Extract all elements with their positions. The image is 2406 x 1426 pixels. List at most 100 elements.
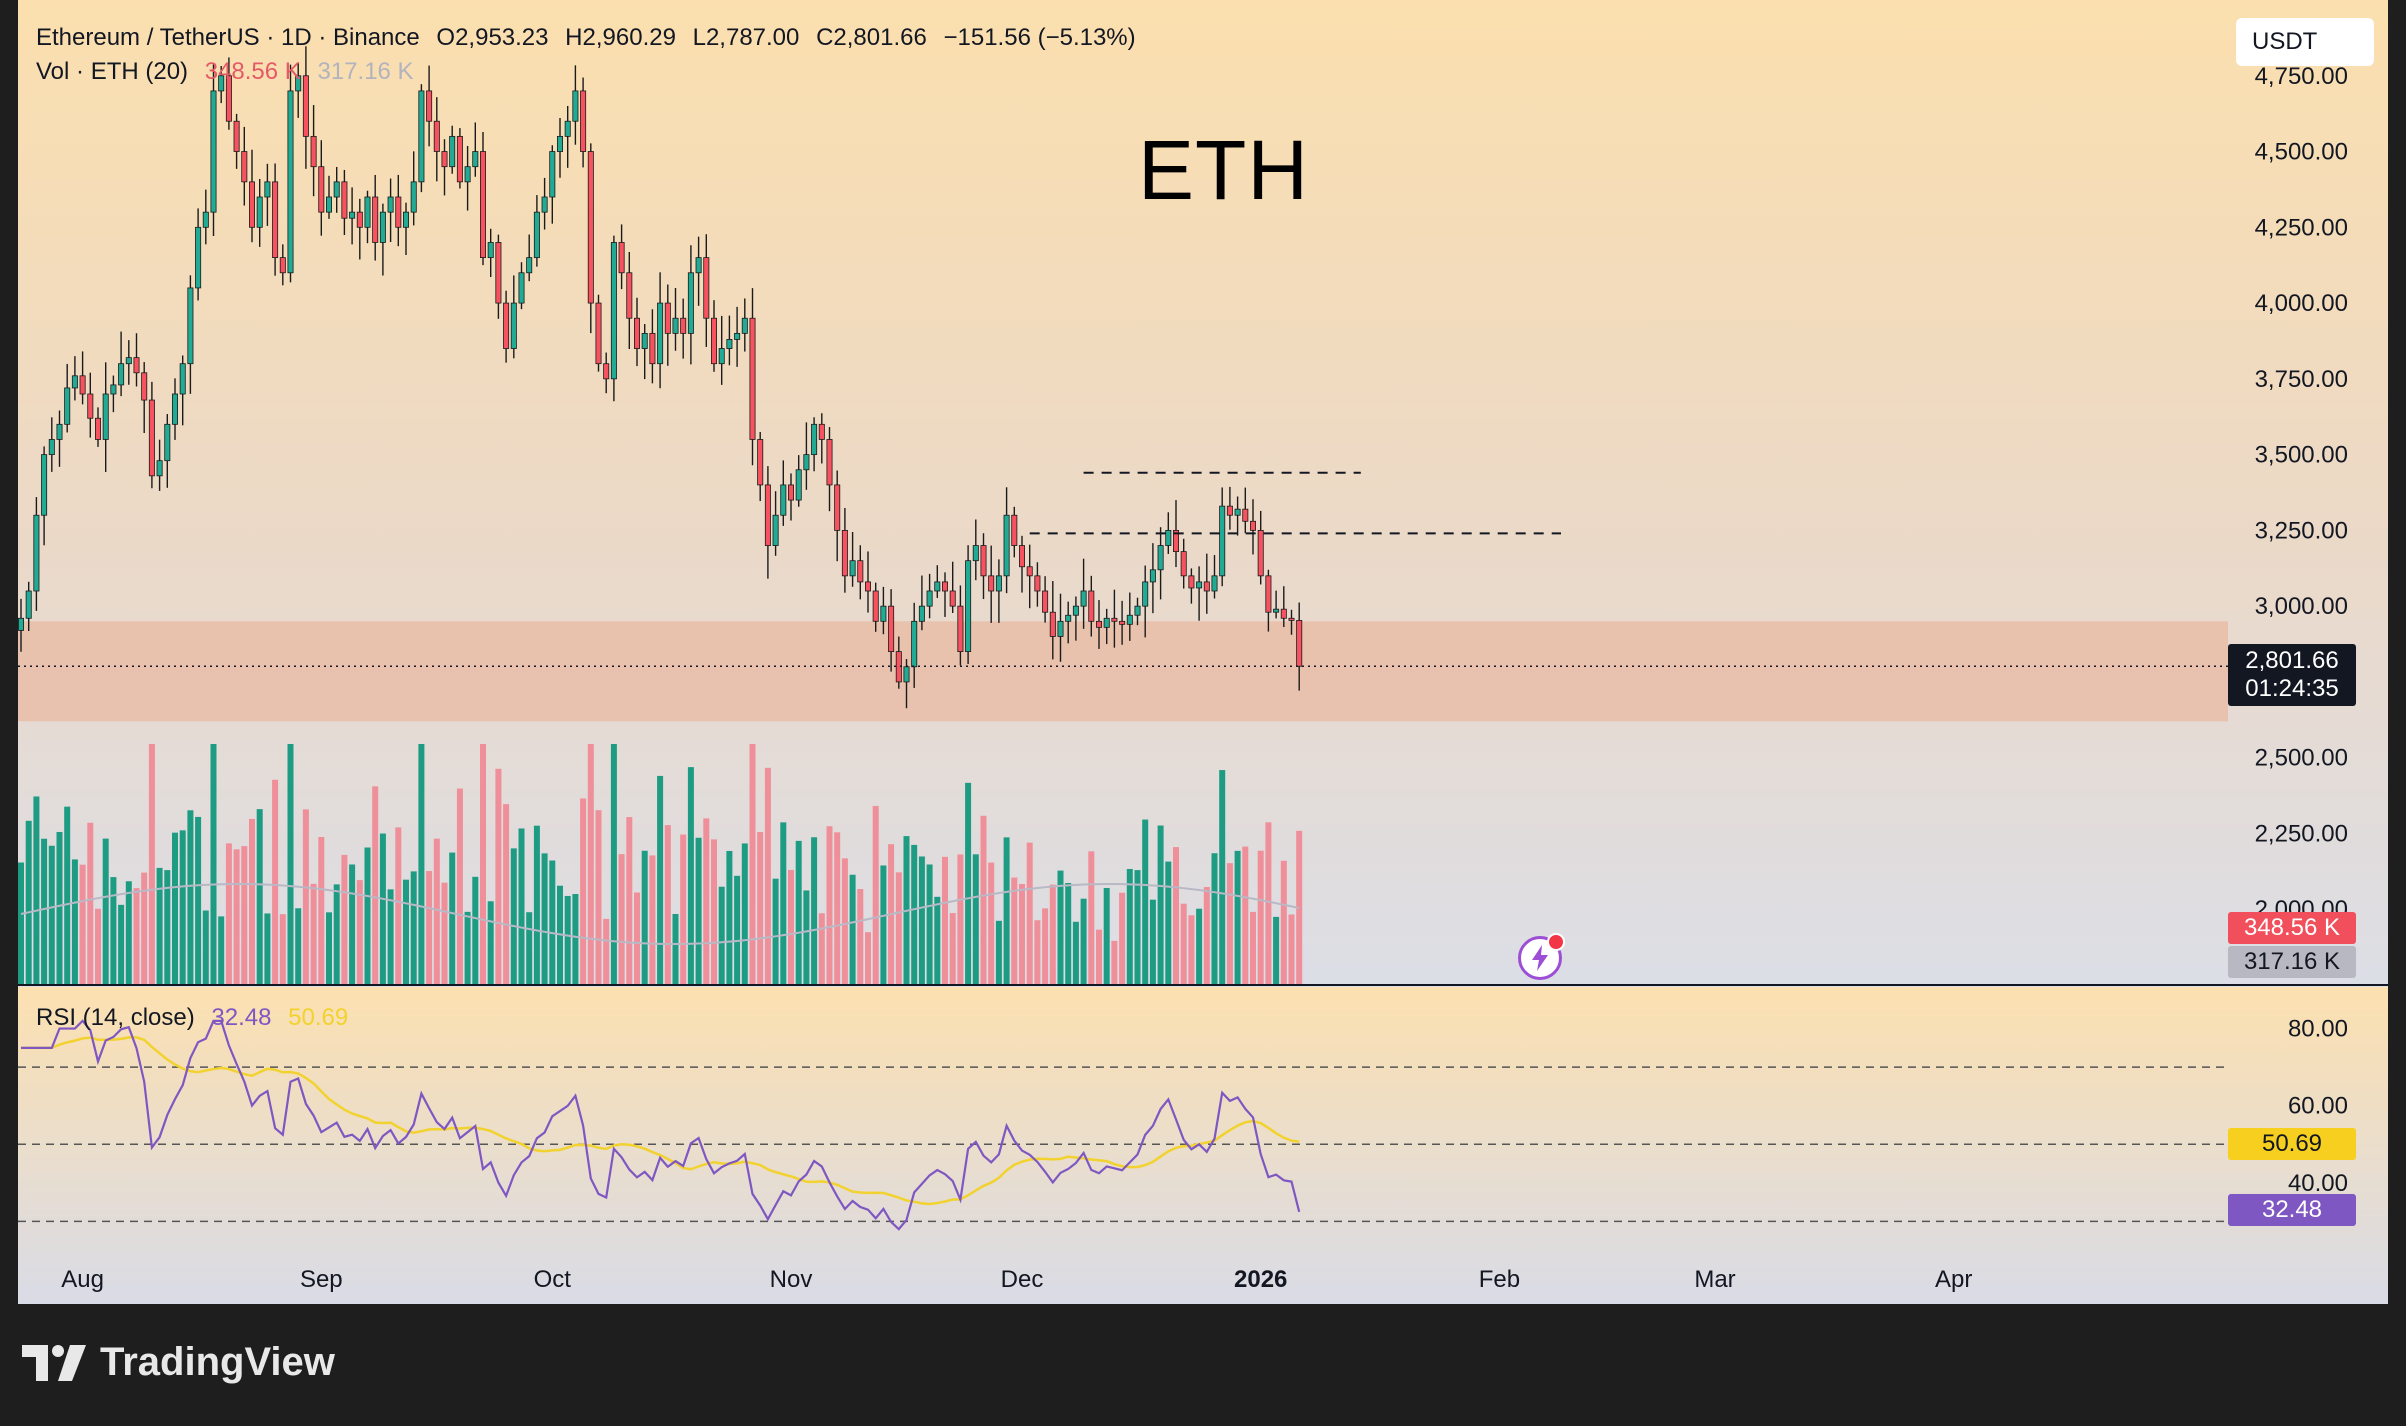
candle [634,317,641,349]
currency-selector[interactable]: USDT [2236,18,2374,66]
candle [410,181,417,213]
candle [1288,617,1295,621]
rsi-ma-tag: 50.69 [2228,1128,2356,1160]
volume-bar [549,860,556,984]
volume-bar [1103,887,1110,984]
rsi-pane-background [18,987,2388,1304]
lightning-icon[interactable] [1518,933,1565,980]
volume-label[interactable]: Vol · ETH (20) [36,58,189,85]
volume-bar [911,844,918,984]
tradingview-logo-icon [22,1344,86,1381]
candle [934,581,941,592]
volume-bar [772,878,779,984]
volume-bar [603,918,610,984]
volume-bar [18,862,24,984]
volume-bar [410,871,417,984]
candle [341,181,348,219]
eth-annotation[interactable]: ETH [1138,123,1309,217]
candle [1211,575,1218,592]
candle [818,423,825,440]
candle [318,166,325,213]
volume-bar [618,854,625,984]
price-axis-label: 3,500.00 [2255,442,2348,469]
candle [487,242,494,259]
volume-bar [657,775,664,984]
volume-bar [610,744,617,984]
candle [1142,581,1149,607]
volume-bar [64,806,71,984]
volume-bar [541,853,548,984]
volume-bar [580,798,587,984]
candle [1042,590,1049,613]
candle [395,196,402,228]
volume-bar [680,834,687,984]
tradingview-logo[interactable]: TradingView [22,1340,335,1385]
volume-bar [880,865,887,984]
support-zone [18,621,2228,722]
volume-bar [1019,883,1025,984]
volume-bar [1026,842,1033,984]
candle [888,605,895,653]
candle [195,226,202,289]
candle [64,387,71,425]
volume-bar [788,869,794,984]
price-axis-label: 4,250.00 [2255,214,2348,241]
price-change: −151.56 (−5.13%) [943,24,1136,51]
candle [110,384,117,395]
volume-bar [972,854,979,984]
volume-bar [695,837,702,984]
volume-bar [533,825,540,984]
volume-bar [988,862,995,984]
candle [595,302,602,365]
volume-bar [71,859,78,984]
bar-countdown: 01:24:35 [2245,675,2339,702]
candle [857,560,864,583]
volume-bar [965,782,972,984]
volume-bar [310,883,317,984]
volume-bar [1273,916,1280,984]
candle [372,196,379,243]
volume-bar [780,822,787,984]
candle [734,332,741,340]
candle [772,514,779,546]
volume-bar [1265,822,1272,984]
candle [479,151,486,259]
candle [995,575,1002,592]
candle [426,90,433,122]
candle [1250,520,1257,531]
candle [156,460,163,477]
candle [1234,508,1241,516]
volume-bar [934,896,941,984]
chart-frame[interactable]: 40.00 60.00 80.00 2,000.00 2,250.00 2,500.00… [18,0,2388,1304]
volume-bar [233,849,240,984]
candle [741,317,748,334]
volume-bar [672,913,679,984]
candle [580,90,587,152]
volume-bar [1072,921,1079,984]
volume-bar [464,911,471,984]
volume-bar [757,831,764,984]
volume-bar [749,744,756,984]
volume-bar [857,889,864,984]
rsi-axis-label: 80.00 [2288,1016,2348,1043]
volume-bar [326,912,332,984]
candle [610,242,617,380]
price-axis-label: 3,750.00 [2255,366,2348,393]
candle [102,393,109,440]
volume-bar [626,817,633,984]
price-axis-label: 4,000.00 [2255,290,2348,317]
candle [510,302,517,349]
candle [1273,608,1280,613]
volume-bar [1280,860,1287,984]
price-axis-label: 4,500.00 [2255,139,2348,166]
rsi-label[interactable]: RSI (14, close) [36,1004,195,1031]
volume-bar [349,864,356,984]
symbol-title[interactable]: Ethereum / TetherUS · 1D · Binance [36,24,420,51]
time-axis-label: Apr [1935,1266,1972,1293]
candle [1126,614,1133,625]
candle [272,181,279,259]
candle [1157,545,1164,571]
volume-bar [148,744,155,984]
volume-bar [202,910,209,984]
